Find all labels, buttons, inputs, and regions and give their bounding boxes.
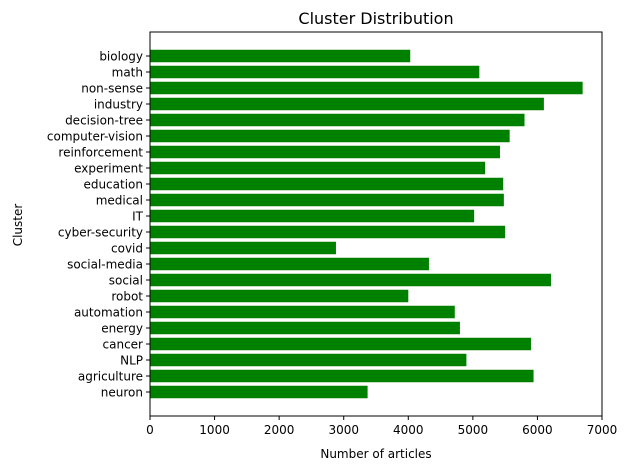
ticks-layer: biology math non-sense industry decision-tre… [47,50,617,438]
y-tick-label: math [112,66,143,80]
bar-computer-vision [150,129,510,143]
y-tick-label: IT [132,210,144,224]
x-tick-label: 2000 [264,423,295,437]
bar-non-sense [150,81,583,95]
y-tick-label: agriculture [78,370,143,384]
bar-social-media [150,257,429,271]
y-tick-label: medical [96,194,143,208]
y-tick-label: NLP [120,354,143,368]
y-tick-label: computer-vision [47,130,143,144]
bar-experiment [150,161,486,175]
y-tick-label: social [109,274,143,288]
y-tick-label: experiment [74,162,143,176]
y-tick-label: robot [111,290,143,304]
bar-reinforcement [150,145,500,159]
y-tick-label: energy [101,322,143,336]
x-tick-label: 5000 [458,423,489,437]
y-tick-label: reinforcement [58,146,143,160]
y-tick-label: decision-tree [65,114,143,128]
chart-title: Cluster Distribution [298,9,453,28]
bar-robot [150,289,409,303]
x-tick-label: 3000 [328,423,359,437]
y-tick-label: cancer [103,338,144,352]
y-tick-label: cyber-security [58,226,143,240]
y-tick-label: automation [74,306,143,320]
bar-automation [150,305,455,319]
bar-decision-tree [150,113,525,127]
bar-social [150,273,551,287]
bar-education [150,177,504,191]
y-tick-label: social-media [67,258,143,272]
bar-neuron [150,385,368,399]
bar-cancer [150,337,531,351]
bar-energy [150,321,460,335]
bar-nlp [150,353,467,367]
y-tick-label: non-sense [81,82,143,96]
y-tick-label: covid [111,242,143,256]
x-tick-label: 7000 [587,423,618,437]
bar-it [150,209,475,223]
bar-medical [150,193,504,207]
plot-frame [149,31,603,417]
y-tick-label: neuron [101,386,143,400]
y-tick-label: education [83,178,143,192]
bar-cyber-security [150,225,506,239]
bar-math [150,65,480,79]
x-tick-label: 6000 [522,423,553,437]
y-axis-label: Cluster [11,204,25,247]
bar-agriculture [150,369,534,383]
x-axis-label: Number of articles [320,447,431,461]
y-tick-label: industry [94,98,143,112]
bar-industry [150,97,544,111]
bar-biology [150,49,411,63]
y-tick-label: biology [99,50,143,64]
x-tick-label: 1000 [199,423,230,437]
x-tick-label: 4000 [393,423,424,437]
x-tick-label: 0 [146,423,154,437]
bar-covid [150,241,336,255]
bars-layer [150,49,583,399]
